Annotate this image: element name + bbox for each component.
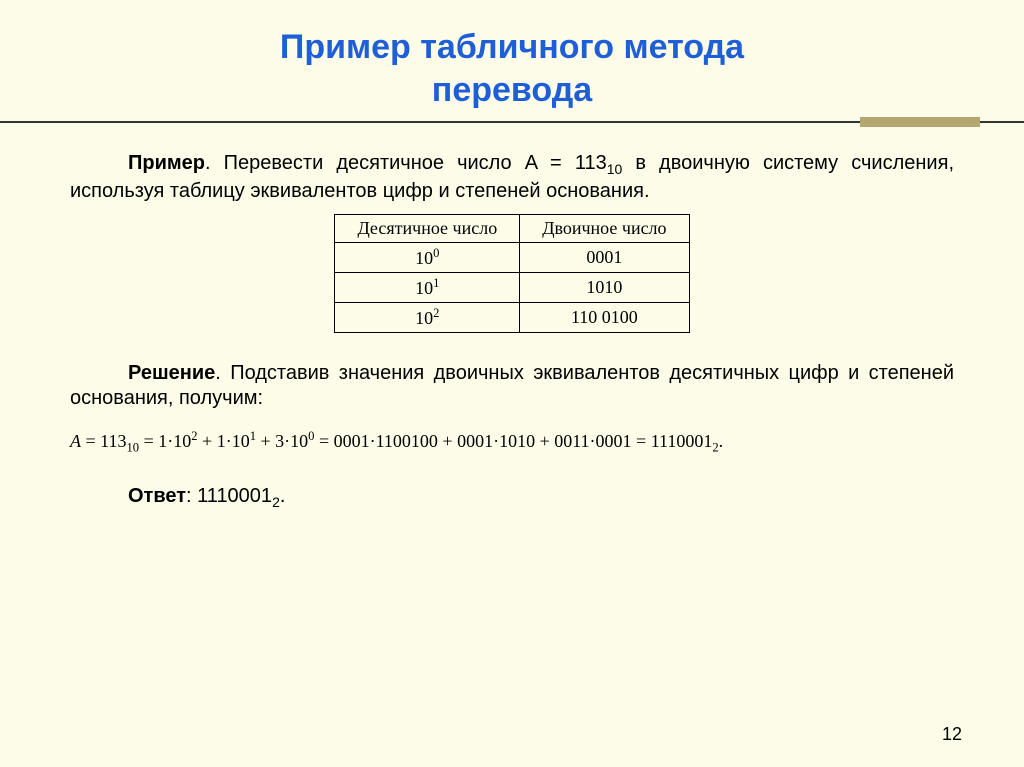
- title-line-1: Пример табличного метода: [280, 28, 744, 66]
- answer-lead: Ответ: [128, 485, 186, 507]
- formula-var: A: [70, 431, 81, 451]
- answer-dot: .: [280, 485, 286, 507]
- example-text-1: . Перевести десятичное число A = 113: [205, 152, 607, 174]
- col-header-decimal: Десятичное число: [335, 214, 520, 242]
- answer-value: : 1110001: [186, 485, 272, 507]
- cell-decimal: 101: [335, 272, 520, 302]
- content-area: Пример. Перевести десятичное число A = 1…: [0, 127, 1024, 510]
- cell-binary: 110 0100: [520, 302, 689, 332]
- table-header-row: Десятичное число Двоичное число: [335, 214, 689, 242]
- page-number: 12: [942, 724, 962, 745]
- example-paragraph: Пример. Перевести десятичное число A = 1…: [70, 151, 954, 204]
- col-header-binary: Двоичное число: [520, 214, 689, 242]
- cell-binary: 0001: [520, 242, 689, 272]
- example-lead: Пример: [128, 152, 205, 174]
- table-row: 100 0001: [335, 242, 689, 272]
- page-title: Пример табличного метода перевода: [0, 0, 1024, 111]
- table-row: 102 110 0100: [335, 302, 689, 332]
- rule-accent: [860, 117, 980, 127]
- title-line-2: перевода: [432, 71, 592, 109]
- solution-lead: Решение: [128, 362, 215, 384]
- solution-paragraph: Решение. Подставив значения двоичных экв…: [70, 361, 954, 411]
- title-rule: [0, 117, 1024, 127]
- answer-line: Ответ: 11100012.: [128, 485, 954, 510]
- cell-decimal: 100: [335, 242, 520, 272]
- cell-decimal: 102: [335, 302, 520, 332]
- cell-binary: 1010: [520, 272, 689, 302]
- example-sub-10: 10: [607, 161, 623, 177]
- answer-sub: 2: [272, 494, 280, 510]
- equivalents-table: Десятичное число Двоичное число 100 0001…: [334, 214, 689, 333]
- formula: A = 11310 = 1·102 + 1·101 + 3·100 = 0001…: [70, 429, 954, 456]
- table-row: 101 1010: [335, 272, 689, 302]
